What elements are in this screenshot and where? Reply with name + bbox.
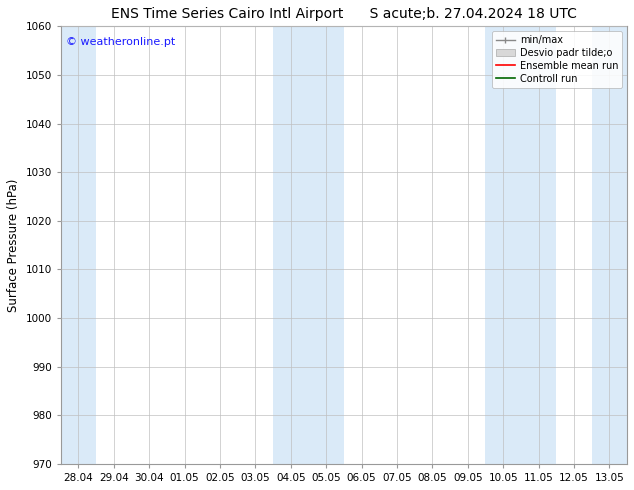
Legend: min/max, Desvio padr tilde;o, Ensemble mean run, Controll run: min/max, Desvio padr tilde;o, Ensemble m…	[491, 31, 622, 88]
Bar	[61, 26, 96, 464]
Title: ENS Time Series Cairo Intl Airport      S acute;b. 27.04.2024 18 UTC: ENS Time Series Cairo Intl Airport S acu…	[111, 7, 577, 21]
Bar	[486, 26, 556, 464]
Text: © weatheronline.pt: © weatheronline.pt	[67, 37, 176, 47]
Y-axis label: Surface Pressure (hPa): Surface Pressure (hPa)	[7, 178, 20, 312]
Bar	[592, 26, 627, 464]
Bar	[273, 26, 344, 464]
